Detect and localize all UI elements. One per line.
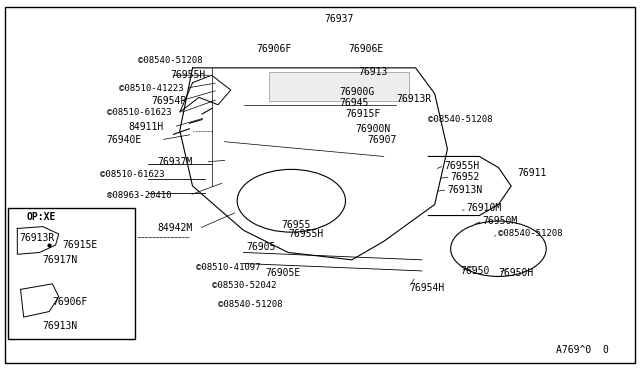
- Text: ®08963-20410: ®08963-20410: [106, 191, 171, 200]
- Text: 76945: 76945: [339, 98, 369, 108]
- Text: ©08540-51208: ©08540-51208: [428, 115, 493, 124]
- Text: 76950: 76950: [460, 266, 490, 276]
- Text: 76937: 76937: [324, 13, 354, 23]
- Text: 76955H: 76955H: [288, 229, 323, 239]
- Text: 76910M: 76910M: [467, 203, 502, 213]
- Text: 76915F: 76915F: [346, 109, 381, 119]
- Text: 76905: 76905: [246, 242, 276, 252]
- Text: 76906F: 76906F: [52, 297, 88, 307]
- Bar: [8, 208, 135, 339]
- Text: 76913R: 76913R: [19, 233, 54, 243]
- Text: 76952: 76952: [451, 172, 480, 182]
- Text: OP:XE: OP:XE: [27, 212, 56, 222]
- Text: 76905E: 76905E: [266, 268, 301, 278]
- Text: 76913: 76913: [358, 67, 388, 77]
- Text: 76900G: 76900G: [339, 87, 374, 97]
- Text: ©08510-41097: ©08510-41097: [196, 263, 260, 272]
- Text: 76911: 76911: [518, 168, 547, 178]
- Text: 76913N: 76913N: [43, 321, 78, 331]
- Text: 76940E: 76940E: [106, 135, 142, 145]
- Text: 76950H: 76950H: [499, 268, 534, 278]
- Text: ©08530-52042: ©08530-52042: [212, 281, 276, 290]
- Text: ©08540-51208: ©08540-51208: [138, 56, 203, 65]
- Text: A769^0  0: A769^0 0: [556, 345, 609, 355]
- Bar: [269, 71, 409, 101]
- Text: 76913R: 76913R: [396, 94, 432, 104]
- Text: 76906F: 76906F: [256, 44, 291, 54]
- Text: 76915E: 76915E: [62, 240, 97, 250]
- Text: ©08510-41223: ©08510-41223: [119, 84, 184, 93]
- Text: ©08540-51208: ©08540-51208: [499, 230, 563, 238]
- Text: 76955H: 76955H: [170, 70, 205, 80]
- Text: 76913N: 76913N: [447, 185, 483, 195]
- Text: ©08510-61623: ©08510-61623: [106, 108, 171, 118]
- Text: 84942M: 84942M: [157, 224, 193, 234]
- Text: 76937M: 76937M: [157, 157, 193, 167]
- Text: 76955H: 76955H: [444, 161, 479, 171]
- Text: 76950M: 76950M: [483, 216, 518, 226]
- Text: 76907: 76907: [368, 135, 397, 145]
- Text: 76955: 76955: [282, 220, 311, 230]
- Text: 76954P: 76954P: [151, 96, 186, 106]
- Text: ©08510-61623: ©08510-61623: [100, 170, 164, 179]
- Text: 76954H: 76954H: [409, 283, 444, 292]
- Text: 84911H: 84911H: [129, 122, 164, 132]
- Text: 76917N: 76917N: [43, 255, 78, 265]
- Text: 76906E: 76906E: [349, 44, 384, 54]
- Text: 76900N: 76900N: [355, 124, 390, 134]
- Text: ©08540-51208: ©08540-51208: [218, 300, 282, 309]
